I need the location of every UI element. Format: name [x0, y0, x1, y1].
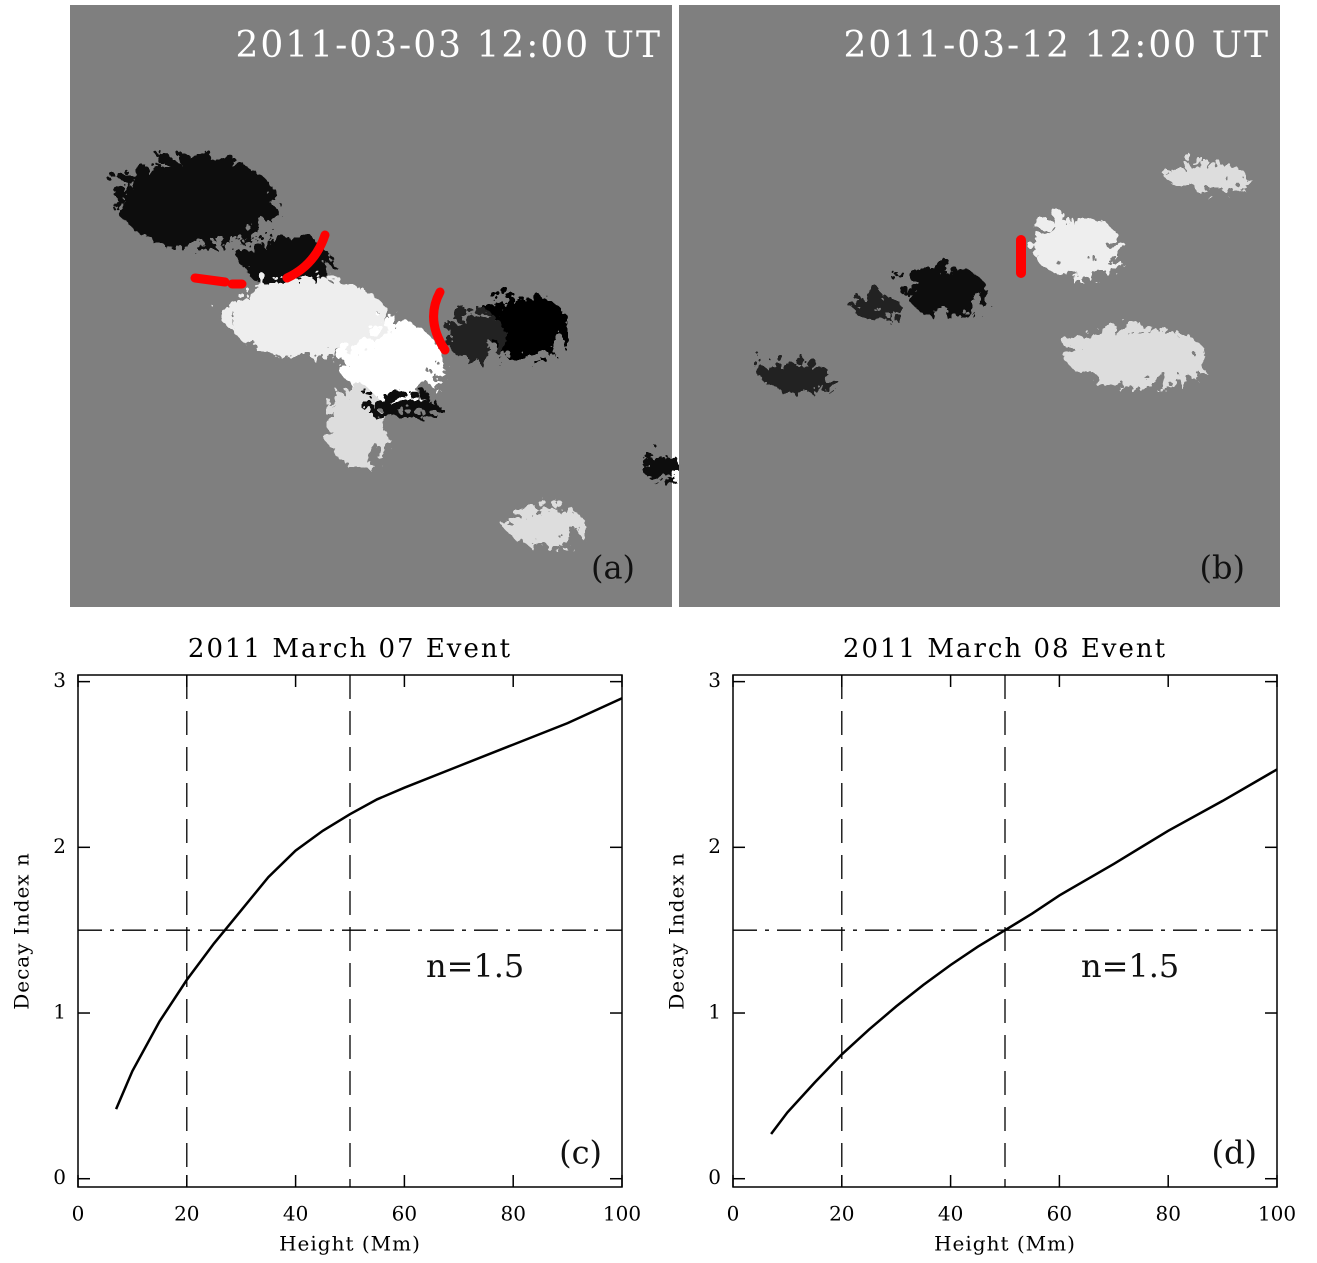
timestamp: 2011-03-12 12:00 UT: [843, 25, 1270, 66]
panel-label: (a): [591, 549, 635, 587]
y-axis-label: Decay Index n: [665, 852, 689, 1010]
panel-label: (d): [1212, 1134, 1257, 1172]
y-tick-label: 3: [53, 668, 66, 692]
x-tick-label: 40: [283, 1202, 308, 1226]
x-tick-label: 0: [727, 1202, 740, 1226]
magnetogram-a: 2011-03-03 12:00 UT (a): [70, 5, 675, 607]
x-tick-label: 60: [1047, 1202, 1072, 1226]
y-tick-label: 0: [53, 1165, 66, 1189]
x-tick-label: 80: [500, 1202, 525, 1226]
x-tick-label: 40: [938, 1202, 963, 1226]
chart-title: 2011 March 07 Event: [188, 634, 512, 664]
y-axis-label: Decay Index n: [10, 852, 34, 1010]
y-tick-label: 1: [708, 1000, 721, 1024]
magnetogram-b: 2011-03-12 12:00 UT (b): [679, 5, 1280, 607]
annotation: n=1.5: [426, 947, 524, 985]
x-axis-label: Height (Mm): [934, 1232, 1076, 1256]
panel-label: (c): [559, 1134, 602, 1172]
chart-title: 2011 March 08 Event: [843, 634, 1167, 664]
timestamp: 2011-03-03 12:00 UT: [235, 25, 662, 66]
x-tick-label: 0: [72, 1202, 85, 1226]
x-tick-label: 60: [392, 1202, 417, 1226]
x-tick-label: 100: [603, 1202, 641, 1226]
x-axis-label: Height (Mm): [279, 1232, 421, 1256]
x-tick-label: 80: [1155, 1202, 1180, 1226]
y-tick-label: 3: [708, 668, 721, 692]
y-tick-label: 2: [53, 834, 66, 858]
x-tick-label: 100: [1258, 1202, 1296, 1226]
x-tick-label: 20: [174, 1202, 199, 1226]
y-tick-label: 1: [53, 1000, 66, 1024]
data-line: [114, 697, 623, 1110]
y-tick-label: 2: [708, 834, 721, 858]
annotation: n=1.5: [1081, 947, 1179, 985]
y-tick-label: 0: [708, 1165, 721, 1189]
data-line: [770, 768, 1278, 1135]
x-tick-label: 20: [829, 1202, 854, 1226]
panel-label: (b): [1200, 549, 1245, 587]
